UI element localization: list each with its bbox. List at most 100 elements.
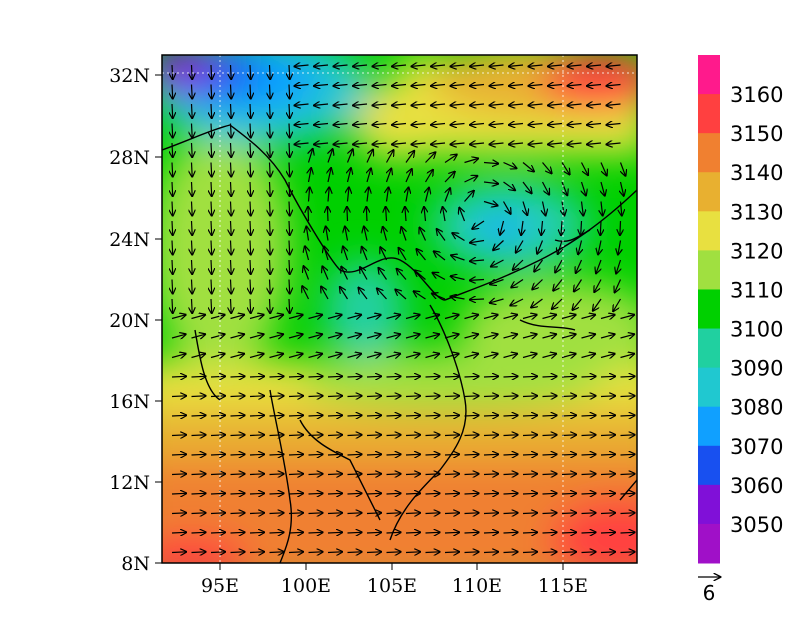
wind-vector <box>431 104 446 105</box>
wind-vector <box>191 493 206 494</box>
wind-vector <box>192 142 193 157</box>
wind-vector <box>308 334 323 338</box>
wind-vector <box>464 532 479 533</box>
wind-vector <box>451 276 465 279</box>
lon-tick-label: 105E <box>367 575 417 597</box>
wind-vector <box>210 552 225 553</box>
wind-vector <box>211 240 212 255</box>
wind-vector <box>561 315 576 319</box>
wind-vector <box>347 415 362 416</box>
wind-vector <box>288 513 303 514</box>
wind-vector <box>386 207 387 222</box>
wind-vector <box>600 376 615 377</box>
wind-vector <box>426 188 429 202</box>
wind-vector <box>470 241 485 243</box>
wind-vector <box>192 181 193 196</box>
wind-vector <box>270 123 271 138</box>
wind-vector <box>573 298 582 310</box>
colorbar-label: 3120 <box>730 239 783 263</box>
wind-vector <box>600 493 615 494</box>
wind-vector <box>289 103 290 118</box>
wind-vector <box>464 191 474 202</box>
wind-vector <box>470 85 485 86</box>
wind-vector <box>386 493 401 494</box>
wind-vector <box>327 454 342 455</box>
wind-vector <box>542 334 557 338</box>
wind-vector <box>211 84 212 99</box>
wind-vector <box>327 315 342 319</box>
wind-vector <box>490 280 504 285</box>
wind-vector <box>347 334 362 338</box>
wind-vector <box>250 142 251 157</box>
wind-vector <box>444 315 459 319</box>
wind-vector <box>568 65 582 66</box>
wind-vector <box>230 454 245 455</box>
wind-vector <box>493 240 504 251</box>
wind-vector <box>555 259 563 272</box>
wind-vector <box>490 299 504 303</box>
wind-vector <box>321 287 329 300</box>
wind-vector <box>288 415 303 416</box>
wind-vector <box>542 532 557 533</box>
wind-vector <box>483 315 498 319</box>
wind-vector <box>288 474 303 475</box>
wind-vector <box>561 376 576 377</box>
wind-vector <box>581 396 596 397</box>
wind-vector <box>269 415 284 416</box>
wind-vector <box>620 315 635 319</box>
colorbar-swatch <box>698 328 720 369</box>
wind-vector <box>607 124 621 125</box>
wind-vector <box>250 64 251 79</box>
wind-vector <box>308 415 323 416</box>
wind-vector <box>308 454 323 455</box>
wind-vector <box>328 149 333 163</box>
wind-vector <box>191 334 206 338</box>
wind-vector <box>464 493 479 494</box>
colorbar-swatch <box>698 55 720 95</box>
wind-vector <box>289 220 290 235</box>
wind-vector <box>552 298 563 309</box>
wind-vector <box>270 103 271 118</box>
wind-vector <box>366 532 381 533</box>
wind-vector <box>366 415 381 416</box>
wind-vector <box>522 513 537 514</box>
wind-vector <box>366 454 381 455</box>
wind-vector <box>269 493 284 494</box>
wind-vector <box>392 143 407 144</box>
wind-vector <box>541 181 550 194</box>
wind-vector <box>270 220 271 235</box>
colorbar-swatch <box>698 172 720 212</box>
wind-vector <box>210 415 225 416</box>
wind-vector <box>412 143 426 144</box>
wind-vector <box>601 181 605 196</box>
wind-vector <box>522 181 532 193</box>
wind-vector <box>341 267 349 280</box>
wind-vector <box>437 229 446 241</box>
wind-vector <box>581 220 582 235</box>
wind-vector <box>191 513 206 514</box>
wind-vector <box>210 493 225 494</box>
wind-vector <box>502 201 511 214</box>
wind-vector <box>620 513 635 514</box>
wind-vector <box>531 298 543 307</box>
wind-vector <box>192 64 193 79</box>
wind-vector <box>269 532 284 533</box>
colorbar-label: 3160 <box>730 83 783 107</box>
wind-vector <box>191 552 206 553</box>
wind-vector <box>270 201 271 216</box>
wind-vector <box>250 259 251 274</box>
wind-vector <box>249 474 264 475</box>
wind-vector <box>401 227 406 241</box>
wind-vector <box>269 454 284 455</box>
wind-vector <box>250 220 251 235</box>
wind-vector <box>230 552 245 553</box>
wind-vector <box>328 168 331 183</box>
colorbar-swatch <box>698 445 720 486</box>
wind-vector <box>308 513 323 514</box>
wind-vector <box>582 181 586 195</box>
wind-vector <box>529 143 543 144</box>
wind-vector <box>490 124 504 125</box>
wind-vector <box>444 532 459 533</box>
wind-vector <box>231 298 232 313</box>
wind-vector <box>289 201 290 216</box>
